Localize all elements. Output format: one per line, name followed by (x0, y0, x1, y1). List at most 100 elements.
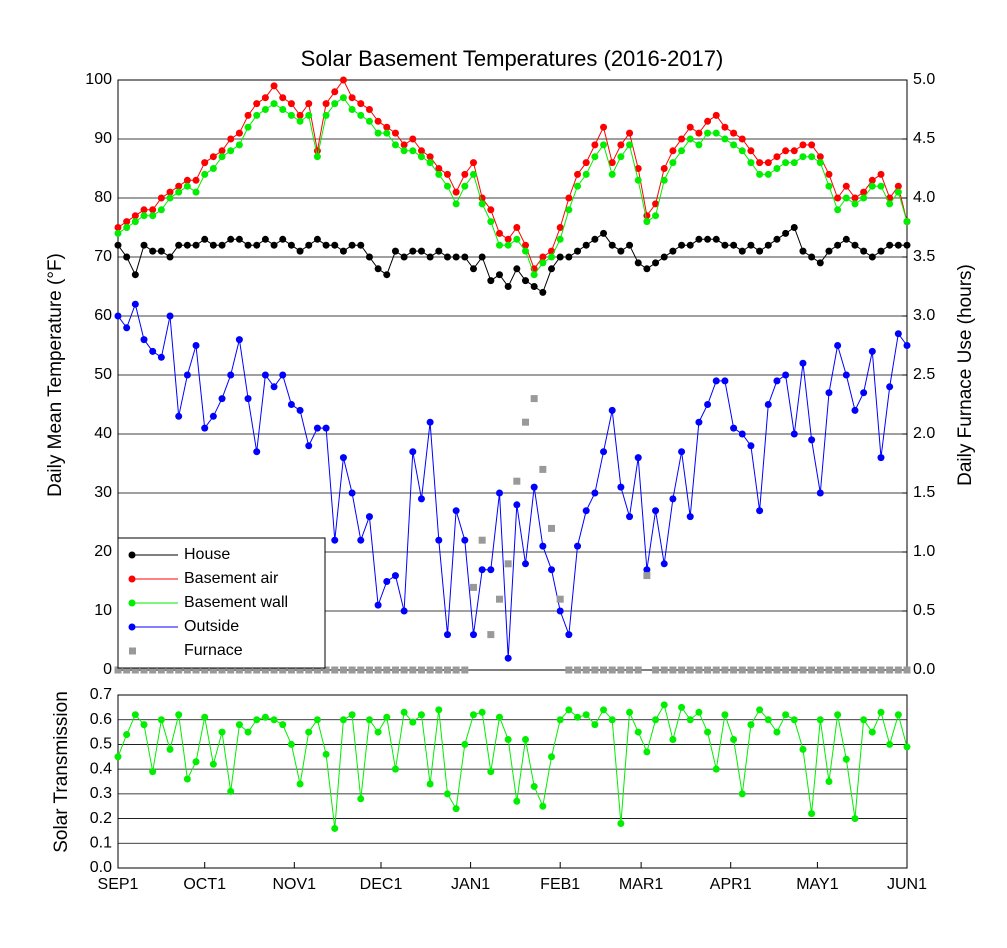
point (886, 383, 894, 391)
point (339, 454, 347, 462)
point (626, 241, 634, 249)
point (365, 666, 373, 674)
point (235, 129, 243, 137)
point (678, 666, 686, 674)
point (287, 111, 295, 119)
point (868, 182, 876, 190)
point (730, 141, 738, 149)
y2-tick-label: 4.0 (913, 189, 935, 206)
point (860, 666, 868, 674)
point (574, 542, 582, 550)
point (487, 206, 495, 214)
point (565, 631, 573, 639)
point (548, 265, 556, 273)
point (166, 666, 174, 674)
point (868, 176, 876, 184)
y2-tick-label: 4.5 (913, 130, 935, 147)
point (738, 247, 746, 255)
point (548, 253, 556, 261)
point (591, 489, 599, 497)
point (756, 159, 764, 167)
y-tick-label: 90 (94, 130, 112, 147)
point (782, 147, 790, 155)
point (279, 666, 287, 674)
point (877, 247, 885, 255)
point (539, 253, 547, 261)
point (582, 159, 590, 167)
point (487, 631, 495, 639)
point (175, 188, 183, 196)
point (391, 765, 399, 773)
point (695, 666, 703, 674)
point (261, 106, 269, 113)
point (209, 165, 217, 172)
legend-marker (128, 551, 136, 559)
x-tick-label: OCT1 (183, 876, 226, 893)
point (886, 666, 894, 674)
point (192, 342, 200, 349)
point (548, 566, 556, 574)
point (495, 241, 503, 249)
point (669, 495, 677, 503)
point (183, 241, 191, 249)
point (131, 212, 139, 220)
point (201, 159, 209, 167)
point (261, 666, 269, 674)
point (600, 448, 608, 456)
point (452, 188, 460, 196)
point (764, 170, 772, 178)
point (790, 430, 798, 438)
point (209, 412, 217, 420)
point (426, 666, 434, 674)
point (348, 711, 356, 719)
point (391, 666, 399, 674)
point (192, 188, 200, 196)
point (331, 824, 339, 832)
point (504, 560, 512, 568)
point (513, 477, 521, 485)
point (617, 141, 625, 149)
point (738, 430, 746, 438)
legend-label: Basement air (184, 570, 279, 587)
x-tick-label: APR1 (710, 876, 752, 893)
series (114, 94, 911, 279)
point (782, 371, 790, 379)
point (756, 706, 764, 714)
point (131, 711, 139, 719)
point (513, 797, 521, 805)
point (313, 716, 321, 724)
point (738, 666, 746, 674)
point (721, 711, 729, 719)
point (417, 153, 425, 161)
point (253, 716, 261, 724)
point (409, 666, 417, 674)
point (825, 778, 833, 785)
point (721, 241, 729, 249)
point (201, 666, 209, 674)
point (287, 100, 295, 108)
point (808, 253, 816, 261)
point (860, 389, 868, 397)
point (660, 560, 668, 568)
point (704, 666, 712, 674)
point (660, 253, 668, 261)
point (773, 377, 781, 385)
point (426, 253, 434, 261)
point (157, 353, 165, 361)
point (400, 141, 408, 149)
y-tick-label: 0.6 (90, 711, 112, 728)
point (114, 753, 122, 761)
point (435, 170, 443, 178)
point (825, 182, 833, 190)
point (452, 253, 460, 261)
point (227, 235, 235, 243)
point (123, 731, 131, 739)
point (331, 241, 339, 249)
point (348, 106, 356, 113)
point (149, 768, 157, 776)
point (756, 507, 764, 515)
point (860, 194, 868, 202)
point (192, 758, 200, 766)
series-line (117, 226, 907, 294)
point (149, 347, 157, 355)
